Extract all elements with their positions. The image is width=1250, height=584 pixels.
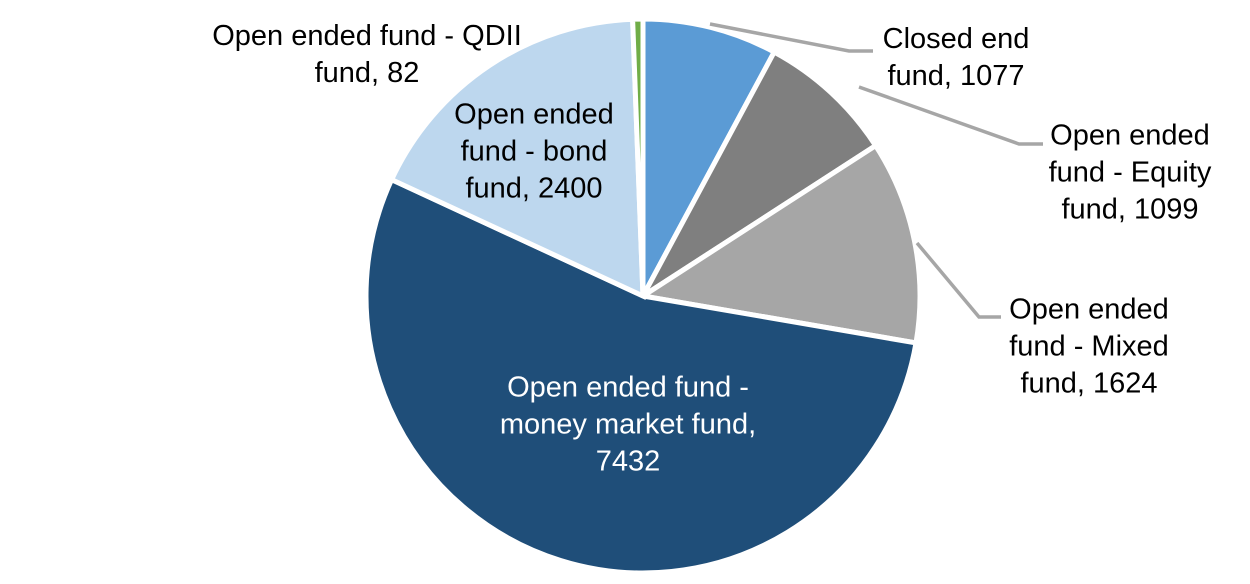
pie-slice-qdii-fund <box>630 16 646 297</box>
pie-slice-mixed-fund <box>636 142 923 346</box>
pie-slice-equity-fund <box>640 48 880 299</box>
leader-line-mixed-fund <box>915 241 1001 319</box>
pie-slice-bond-fund <box>388 16 646 300</box>
pie-slice-closed-end-fund <box>640 16 778 298</box>
pie-slice-money-market-fund <box>363 176 919 576</box>
leader-line-equity-fund <box>858 85 1043 146</box>
leader-line-closed-end-fund <box>709 22 873 53</box>
